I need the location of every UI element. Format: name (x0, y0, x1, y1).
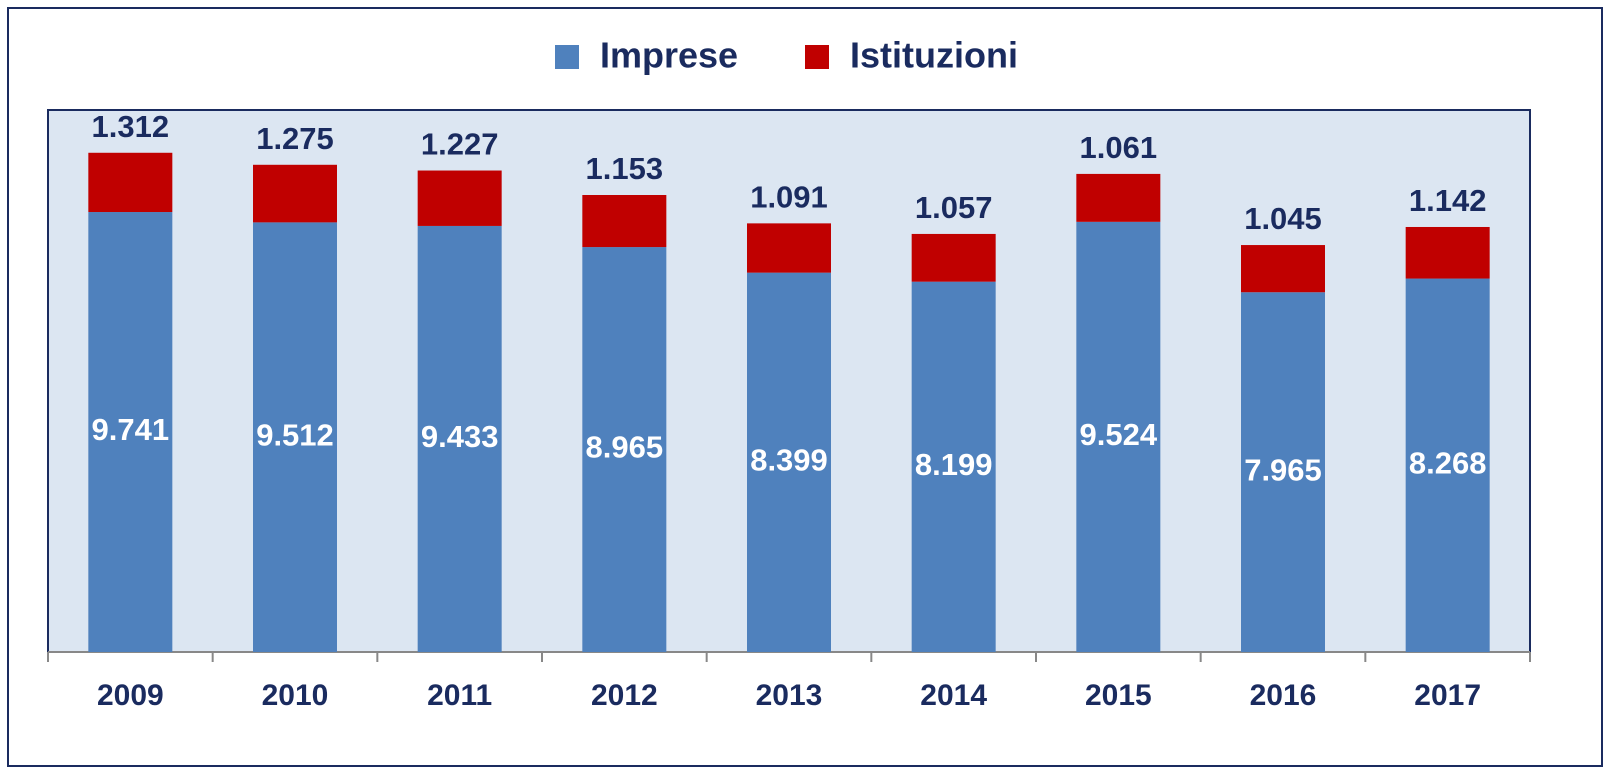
legend-label: Istituzioni (850, 35, 1018, 76)
data-label: 9.524 (1080, 417, 1158, 452)
x-tick-label: 2015 (1085, 679, 1152, 712)
bar-segment (88, 152, 173, 213)
legend-swatch (555, 45, 579, 69)
legend-swatch (805, 45, 829, 69)
data-label: 1.275 (256, 121, 334, 156)
data-label: 1.312 (92, 109, 170, 144)
data-label: 8.399 (750, 443, 828, 478)
data-label: 1.045 (1244, 201, 1322, 236)
data-label: 8.199 (915, 447, 993, 482)
bar-segment (582, 247, 667, 653)
data-label: 8.268 (1409, 445, 1487, 480)
bar-segment (88, 212, 173, 652)
x-tick-label: 2012 (591, 679, 658, 712)
bar-segment (747, 223, 831, 273)
bar-segment (253, 222, 337, 652)
bar-segment (911, 233, 996, 282)
data-label: 8.965 (586, 430, 664, 465)
bar-segment (1241, 292, 1325, 652)
bar-segment (1076, 221, 1161, 652)
data-label: 1.061 (1080, 130, 1158, 165)
legend-label: Imprese (600, 35, 738, 76)
bar-segment (253, 164, 337, 223)
data-label: 9.433 (421, 419, 499, 454)
x-tick-label: 2016 (1250, 679, 1317, 712)
data-label: 1.091 (750, 180, 828, 215)
bar-segment (1405, 226, 1490, 279)
bar-segment (417, 170, 502, 226)
data-label: 1.153 (586, 151, 664, 186)
data-label: 1.057 (915, 190, 993, 225)
bar-segment (911, 281, 996, 652)
bar-segment (1241, 245, 1325, 293)
data-label: 7.965 (1244, 452, 1322, 487)
data-label: 9.512 (256, 417, 334, 452)
bar-segment (747, 272, 831, 652)
data-label: 1.142 (1409, 183, 1487, 218)
bar-segment (417, 225, 502, 652)
x-tick-label: 2010 (262, 679, 329, 712)
bar-segment (1405, 278, 1490, 652)
bar-segment (582, 195, 667, 248)
x-tick-label: 2013 (756, 679, 823, 712)
x-tick-label: 2009 (97, 679, 164, 712)
bar-segment (1076, 173, 1161, 222)
x-tick-label: 2011 (427, 679, 492, 712)
data-label: 9.741 (92, 412, 170, 447)
x-tick-label: 2017 (1414, 679, 1481, 712)
data-label: 1.227 (421, 127, 499, 162)
x-tick-label: 2014 (920, 679, 987, 712)
